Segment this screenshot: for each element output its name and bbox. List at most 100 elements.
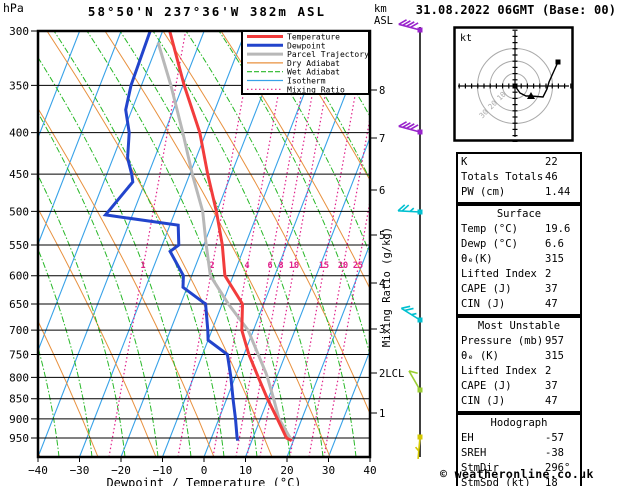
svg-text:7: 7 xyxy=(379,133,385,145)
stats-row: CAPE (J) 37 xyxy=(458,282,580,297)
stats-row: Totals Totals 46 xyxy=(458,170,580,185)
stats-value: 6.6 xyxy=(545,238,564,250)
svg-text:950: 950 xyxy=(9,432,29,445)
svg-text:850: 850 xyxy=(9,393,29,406)
svg-text:450: 450 xyxy=(9,168,29,181)
svg-text:3: 3 xyxy=(379,324,385,336)
stats-row: Lifted Index 2 xyxy=(458,267,580,282)
parcel-trajectory-curve xyxy=(156,42,293,442)
svg-text:750: 750 xyxy=(9,349,29,362)
stats-row: K 22 xyxy=(458,155,580,170)
svg-text:4: 4 xyxy=(244,261,249,271)
svg-text:10: 10 xyxy=(239,464,252,477)
stats-box-header: Surface xyxy=(496,208,542,220)
svg-text:8: 8 xyxy=(379,85,385,97)
stats-value: 47 xyxy=(545,395,558,407)
stats-box: Surface Temp (°C) 19.6 Dewp (°C) 6.6 θₑ(K) 315… xyxy=(456,204,582,316)
stats-label: CAPE (J) xyxy=(461,380,512,392)
stats-row: EH -57 xyxy=(458,431,580,446)
stats-box: Hodograph EH -57 SREH -38 StmDir 296° StmSpd (k… xyxy=(456,413,582,486)
stats-label: SREH xyxy=(461,447,487,459)
date-header: 31.08.2022 06GMT (Base: 00) xyxy=(415,3,617,17)
svg-text:1: 1 xyxy=(379,408,385,420)
wind-barb xyxy=(398,121,423,135)
stats-value: -38 xyxy=(545,447,564,459)
stats-row: StmSpd (kt) 18 xyxy=(458,476,580,486)
svg-text:20: 20 xyxy=(338,261,348,271)
stats-row: SREH -38 xyxy=(458,446,580,461)
hodograph-trace xyxy=(514,61,559,98)
stats-label: Lifted Index xyxy=(461,365,537,377)
stats-label: CIN (J) xyxy=(461,298,506,310)
legend-label: Isotherm xyxy=(287,77,326,86)
mixing-ratio-lines xyxy=(108,31,370,457)
svg-text:2LCL: 2LCL xyxy=(379,368,404,380)
stats-value: 2 xyxy=(545,365,552,377)
stats-box: Most Unstable Pressure (mb) 957 θₑ (K) 315 Li… xyxy=(456,316,582,413)
svg-text:5: 5 xyxy=(379,230,385,242)
svg-text:2: 2 xyxy=(209,261,214,271)
stats-value: 19.6 xyxy=(545,223,571,235)
stats-value: 22 xyxy=(545,156,558,168)
svg-text:800: 800 xyxy=(9,371,29,384)
station-title: 58°50'N 237°36'W 382m ASL xyxy=(88,4,326,19)
stats-row: Pressure (mb) 957 xyxy=(458,334,580,349)
legend-label: Wet Adiabat xyxy=(287,68,340,77)
stats-value: 315 xyxy=(545,253,564,265)
stats-value: 47 xyxy=(545,298,558,310)
legend-label: Dewpoint xyxy=(287,41,326,50)
svg-text:15: 15 xyxy=(319,261,329,271)
stats-row: CIN (J) 47 xyxy=(458,297,580,312)
stats-box: K 22 Totals Totals 46 PW (cm) 1.44 xyxy=(456,152,582,204)
stats-label: θₑ(K) xyxy=(461,253,493,265)
temperature-curve xyxy=(168,31,293,442)
wind-barb xyxy=(400,305,423,323)
stats-row: CAPE (J) 37 xyxy=(458,379,580,394)
stats-label: PW (cm) xyxy=(461,186,506,198)
stats-value: 957 xyxy=(545,335,564,347)
wind-barb xyxy=(398,19,423,33)
stats-label: θₑ (K) xyxy=(461,350,499,362)
wind-barb xyxy=(397,204,423,215)
stats-row: Temp (°C) 19.6 xyxy=(458,222,580,237)
stats-value: -57 xyxy=(545,432,564,444)
svg-text:6: 6 xyxy=(379,185,385,197)
temp-axis-title: Dewpoint / Temperature (°C) xyxy=(106,476,301,486)
stats-label: Temp (°C) xyxy=(461,223,518,235)
svg-text:700: 700 xyxy=(9,324,29,337)
svg-text:600: 600 xyxy=(9,270,29,283)
pressure-axis-title: hPa xyxy=(3,1,24,15)
stats-value: 1.44 xyxy=(545,186,571,198)
legend-label: Dry Adiabat xyxy=(287,59,340,68)
svg-text:8: 8 xyxy=(278,261,283,271)
hodograph-marker-square xyxy=(512,83,518,89)
stats-label: K xyxy=(461,156,468,168)
svg-text:−40: −40 xyxy=(28,464,48,477)
stats-value: 315 xyxy=(545,350,564,362)
svg-text:−30: −30 xyxy=(70,464,90,477)
credit-link[interactable]: © weatheronline.co.uk xyxy=(440,467,594,481)
stats-label: Lifted Index xyxy=(461,268,537,280)
stats-row: Lifted Index 2 xyxy=(458,364,580,379)
asl-axis-title: ASL xyxy=(374,15,393,27)
stats-value: 46 xyxy=(545,171,558,183)
stats-label: Pressure (mb) xyxy=(461,335,544,347)
stats-label: CAPE (J) xyxy=(461,283,512,295)
stats-row: Dewp (°C) 6.6 xyxy=(458,237,580,252)
stats-label: Dewp (°C) xyxy=(461,238,518,250)
svg-text:6: 6 xyxy=(267,261,272,271)
stats-label: Totals Totals xyxy=(461,171,544,183)
svg-text:350: 350 xyxy=(9,79,29,92)
svg-text:0: 0 xyxy=(201,464,208,477)
svg-text:300: 300 xyxy=(9,25,29,38)
svg-text:20: 20 xyxy=(280,464,293,477)
height-tick-labels: 8 7 6 5 4 3 2LCL 1 xyxy=(370,85,404,420)
mixing-ratio-labels: 1 2 4 6 8 10 15 20 25 xyxy=(140,261,363,271)
stats-row: PW (cm) 1.44 xyxy=(458,185,580,200)
stats-label: StmSpd (kt) xyxy=(461,477,531,486)
svg-text:500: 500 xyxy=(9,205,29,218)
svg-text:4: 4 xyxy=(379,278,385,290)
legend-label: Temperature xyxy=(287,33,340,42)
